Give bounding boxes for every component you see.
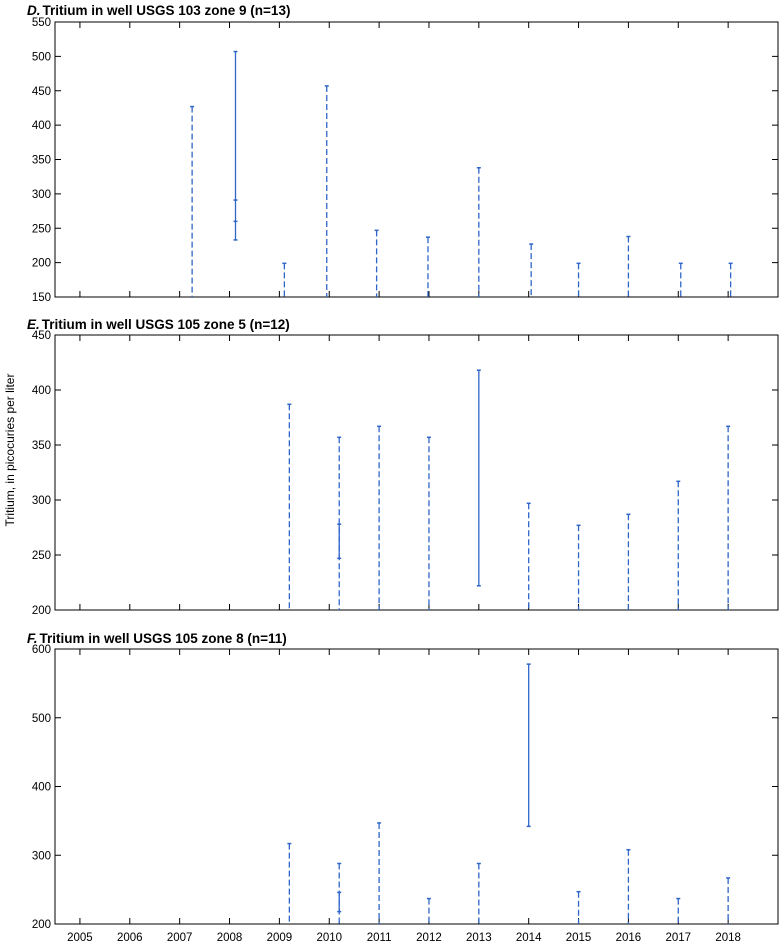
x-tick-label: 2008 (217, 932, 243, 944)
y-tick-label: 250 (32, 550, 51, 562)
y-tick-label: 200 (32, 919, 51, 931)
x-tick-label: 2017 (665, 932, 691, 944)
y-tick-label: 400 (32, 385, 51, 397)
y-tick-label: 400 (32, 782, 51, 794)
y-tick-label: 300 (32, 850, 51, 862)
y-tick-label: 300 (32, 495, 51, 507)
x-tick-label: 2014 (516, 932, 542, 944)
x-tick-label: 2005 (67, 932, 93, 944)
panel-title-text: Tritium in well USGS 103 zone 9 (n=13) (43, 3, 291, 18)
y-tick-label: 250 (32, 223, 51, 235)
plot-frame (54, 648, 779, 925)
x-tick-label: 2018 (715, 932, 741, 944)
x-tick-label: 2015 (566, 932, 592, 944)
y-tick-label: 150 (32, 292, 51, 304)
x-tick-label: 2013 (466, 932, 492, 944)
x-tick-label: 2006 (117, 932, 143, 944)
y-axis-title: Tritium, in picocuries per liter (3, 374, 17, 527)
x-tick-label: 2016 (616, 932, 642, 944)
panel-2: E. Tritium in well USGS 105 zone 5 (n=12)… (27, 317, 779, 617)
panel-title-text: Tritium in well USGS 105 zone 8 (n=11) (40, 631, 287, 646)
y-tick-label: 400 (32, 120, 51, 132)
y-tick-label: 600 (32, 644, 51, 656)
y-tick-label: 500 (32, 51, 51, 63)
x-tick-label: 2012 (416, 932, 442, 944)
panel-1: D. Tritium in well USGS 103 zone 9 (n=13)… (27, 3, 779, 304)
y-tick-label: 350 (32, 440, 51, 452)
y-tick-label: 200 (32, 605, 51, 617)
x-tick-label: 2010 (316, 932, 342, 944)
x-tick-label: 2007 (167, 932, 193, 944)
y-tick-label: 300 (32, 189, 51, 201)
plot-frame (54, 334, 779, 611)
plot-frame (54, 21, 779, 298)
x-tick-label: 2011 (367, 932, 392, 944)
y-tick-label: 450 (32, 330, 51, 342)
y-tick-label: 200 (32, 258, 51, 270)
panel-letter: E. (27, 317, 40, 332)
panel-title: D. Tritium in well USGS 103 zone 9 (n=13) (27, 3, 290, 18)
panel-letter: D. (27, 3, 41, 18)
panel-letter: F. (27, 631, 38, 646)
panel-title-text: Tritium in well USGS 105 zone 5 (n=12) (42, 317, 290, 332)
panel-title: F. Tritium in well USGS 105 zone 8 (n=11) (27, 631, 287, 646)
panel-title: E. Tritium in well USGS 105 zone 5 (n=12) (27, 317, 290, 332)
y-tick-label: 450 (32, 86, 51, 98)
y-tick-label: 500 (32, 713, 51, 725)
y-tick-label: 550 (32, 17, 51, 29)
x-tick-label: 2009 (267, 932, 293, 944)
y-tick-label: 350 (32, 155, 51, 167)
panels-group: D. Tritium in well USGS 103 zone 9 (n=13)… (27, 3, 779, 944)
panel-3: F. Tritium in well USGS 105 zone 8 (n=11)… (27, 631, 779, 931)
